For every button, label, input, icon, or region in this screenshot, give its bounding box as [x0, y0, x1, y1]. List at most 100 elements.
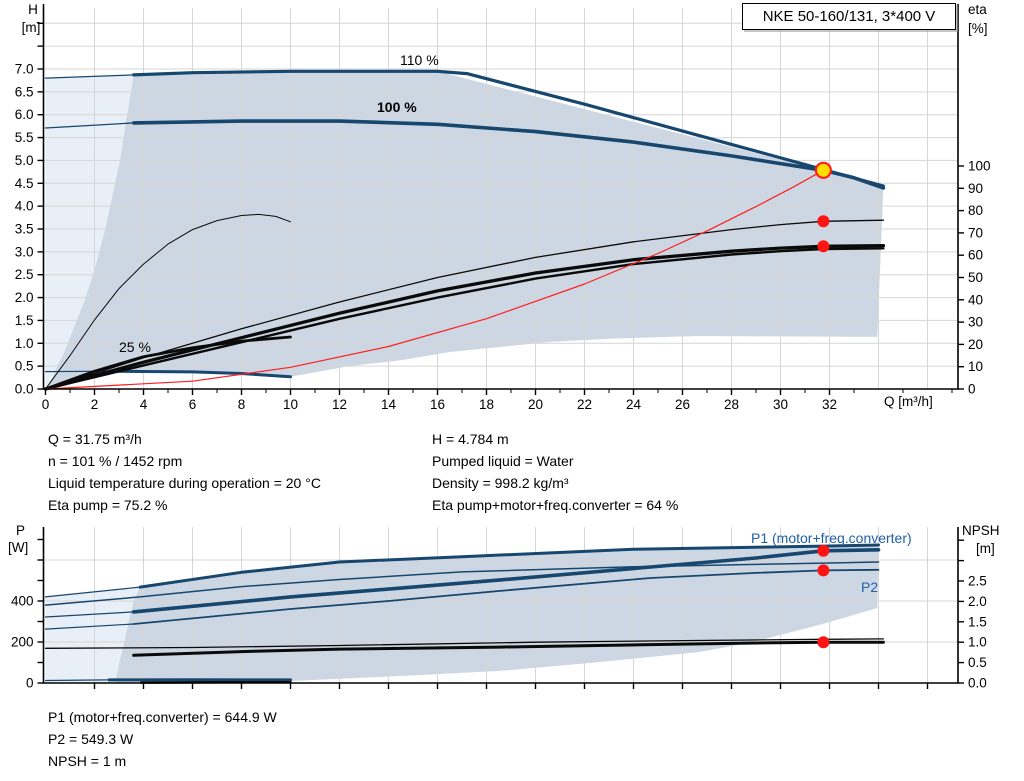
qh-110 — [132, 69, 885, 188]
eta-axis-title: eta — [968, 2, 987, 17]
tick-label: 0.0 — [968, 676, 987, 691]
tick-label: 24 — [626, 397, 642, 412]
tick-label: 70 — [968, 225, 983, 240]
tick-label: 200 — [11, 635, 34, 650]
operating-value-dot[interactable] — [817, 564, 830, 577]
npsh-axis-unit: [m] — [976, 541, 995, 556]
tick-label: 2.5 — [15, 267, 34, 282]
envelope-pale — [45, 587, 141, 683]
tick-label: 0 — [42, 397, 50, 412]
tick-label: 12 — [332, 397, 347, 412]
qh-100 — [131, 119, 886, 190]
p1-110-lead — [44, 586, 141, 598]
tick-label: 20 — [968, 337, 983, 352]
tick-label: 5.0 — [15, 153, 34, 168]
h-axis-unit: [m] — [21, 20, 41, 35]
p1-duty-lead — [44, 611, 135, 618]
tick-label: 8 — [238, 397, 246, 412]
p1-duty — [131, 548, 881, 614]
operating-value-dot[interactable] — [817, 636, 830, 649]
tick-label: 22 — [577, 397, 592, 412]
tick-label: 7.0 — [15, 62, 34, 77]
operating-value-dot[interactable] — [817, 240, 830, 253]
eta-arc — [45, 213, 291, 390]
tick-label: 5.5 — [15, 130, 34, 145]
p-axis-unit: [W] — [8, 540, 29, 555]
info-density: Density = 998.2 kg/m³ — [432, 475, 569, 491]
info-npsh: NPSH = 1 m — [48, 753, 127, 769]
tick-label: 3.5 — [15, 222, 34, 237]
tick-label: 3.0 — [15, 244, 34, 259]
info-block-right: H = 4.784 m Pumped liquid = Water Densit… — [432, 428, 678, 516]
tick-label: 18 — [479, 397, 494, 412]
tick-label: 90 — [968, 181, 983, 196]
tick-label: 2.0 — [15, 290, 34, 305]
tick-label: 60 — [968, 248, 983, 263]
curve-100-label: 100 % — [377, 99, 417, 115]
tick-label: 6 — [189, 397, 197, 412]
p2-duty — [132, 568, 880, 625]
p2-110 — [44, 561, 880, 606]
envelope-band — [47, 71, 884, 390]
info-q: Q = 31.75 m³/h — [48, 431, 142, 447]
tick-label: 20 — [528, 397, 543, 412]
info-block-left: Q = 31.75 m³/h n = 101 % / 1452 rpm Liqu… — [48, 428, 321, 516]
p2-curve-label: P2 — [861, 579, 879, 595]
npsh-duty — [132, 640, 885, 657]
tick-label: 0.5 — [968, 655, 987, 670]
npsh-axis-title: NPSH — [962, 523, 1000, 538]
qh-110-lead — [44, 74, 135, 79]
tick-label: 14 — [381, 397, 397, 412]
tick-label: 6.0 — [15, 107, 34, 122]
tick-label: 400 — [11, 594, 34, 609]
tick-label: 26 — [675, 397, 690, 412]
tick-label: 1.5 — [968, 614, 987, 629]
tick-label: 0.5 — [15, 359, 34, 374]
tick-label: 80 — [968, 203, 983, 218]
envelope-pale — [45, 74, 134, 390]
q-axis-title: Q [m³/h] — [884, 394, 933, 409]
curve-25-label: 25 % — [119, 339, 151, 355]
operating-value-dot[interactable] — [817, 215, 830, 228]
tick-label: 40 — [968, 292, 983, 307]
tick-label: 1.0 — [15, 336, 34, 351]
tick-label: 4.5 — [15, 176, 34, 191]
p2-duty-lead — [44, 623, 135, 630]
tick-label: 1.5 — [15, 313, 34, 328]
info-h: H = 4.784 m — [432, 431, 509, 447]
operating-value-dot[interactable] — [817, 544, 830, 557]
curve-110-label: 110 % — [400, 52, 439, 68]
tick-label: 32 — [822, 397, 837, 412]
qh-25 — [107, 369, 292, 379]
system-curve — [44, 169, 824, 390]
info-temp: Liquid temperature during operation = 20… — [48, 475, 321, 491]
info-eta-total: Eta pump+motor+freq.converter = 64 % — [432, 497, 679, 513]
info-p1: P1 (motor+freq.converter) = 644.9 W — [48, 709, 277, 725]
duty-point-marker[interactable] — [814, 161, 832, 179]
qh-100-lead — [44, 122, 135, 129]
eta-25 — [44, 335, 292, 391]
tick-label: 10 — [283, 397, 298, 412]
tick-label: 4.0 — [15, 199, 34, 214]
eta-axis-unit: [%] — [968, 21, 988, 36]
tick-label: 30 — [968, 315, 983, 330]
tick-label: 2.5 — [968, 574, 987, 589]
pump-title-box: NKE 50-160/131, 3*400 V — [742, 3, 956, 30]
p-axis-title: P — [16, 523, 26, 538]
info-block-bottom: P1 (motor+freq.converter) = 644.9 W P2 =… — [48, 706, 277, 772]
tick-label: 6.5 — [15, 84, 34, 99]
tick-label: 1.0 — [968, 635, 987, 650]
p1-curve-label: P1 (motor+freq.converter) — [751, 530, 912, 546]
tick-label: 16 — [430, 397, 445, 412]
eta-total — [43, 243, 886, 391]
p-25-lead — [44, 679, 110, 682]
tick-label: 0.0 — [15, 382, 34, 397]
tick-label: 0 — [968, 382, 976, 397]
info-liquid: Pumped liquid = Water — [432, 453, 574, 469]
tick-label: 4 — [140, 397, 148, 412]
info-p2: P2 = 549.3 W — [48, 731, 134, 747]
qh-chart: 0.0 0.5 1.0 1.5 2.0 2.5 3.0 3.5 4.0 4.5 5.0 5.5 6.0 6… — [15, 4, 991, 412]
tick-label: 100 — [968, 159, 991, 174]
